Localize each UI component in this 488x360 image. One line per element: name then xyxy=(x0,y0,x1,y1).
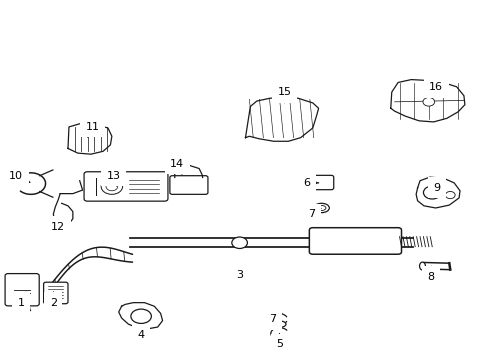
Text: 2: 2 xyxy=(50,292,57,308)
FancyBboxPatch shape xyxy=(43,282,68,304)
Text: 16: 16 xyxy=(428,82,442,95)
Polygon shape xyxy=(390,80,464,122)
Text: 1: 1 xyxy=(18,292,26,308)
FancyBboxPatch shape xyxy=(169,176,207,194)
FancyBboxPatch shape xyxy=(309,228,401,254)
Text: 7: 7 xyxy=(307,208,320,219)
Circle shape xyxy=(101,179,122,194)
Text: 5: 5 xyxy=(276,334,283,349)
Ellipse shape xyxy=(313,203,329,213)
Text: 11: 11 xyxy=(85,122,99,138)
Text: 15: 15 xyxy=(277,87,291,103)
Ellipse shape xyxy=(419,262,425,270)
Circle shape xyxy=(106,182,118,191)
Circle shape xyxy=(423,186,440,199)
Text: 9: 9 xyxy=(433,183,440,193)
Polygon shape xyxy=(68,123,112,154)
Ellipse shape xyxy=(131,309,151,323)
Polygon shape xyxy=(245,98,318,141)
Polygon shape xyxy=(119,303,162,329)
Text: 6: 6 xyxy=(303,178,318,188)
Text: 7: 7 xyxy=(269,313,282,324)
Text: 8: 8 xyxy=(427,266,434,282)
Circle shape xyxy=(445,192,454,199)
FancyBboxPatch shape xyxy=(309,175,333,190)
Circle shape xyxy=(231,237,247,248)
Text: 12: 12 xyxy=(51,221,65,231)
FancyBboxPatch shape xyxy=(84,172,167,201)
Polygon shape xyxy=(271,314,286,324)
Ellipse shape xyxy=(317,206,325,211)
Text: 3: 3 xyxy=(236,269,243,280)
Ellipse shape xyxy=(273,321,285,327)
FancyBboxPatch shape xyxy=(5,274,39,306)
Text: 14: 14 xyxy=(170,159,184,175)
Text: 4: 4 xyxy=(137,324,144,340)
Circle shape xyxy=(422,98,434,106)
Text: 10: 10 xyxy=(9,171,30,183)
Polygon shape xyxy=(415,177,459,208)
Text: 13: 13 xyxy=(106,171,121,186)
